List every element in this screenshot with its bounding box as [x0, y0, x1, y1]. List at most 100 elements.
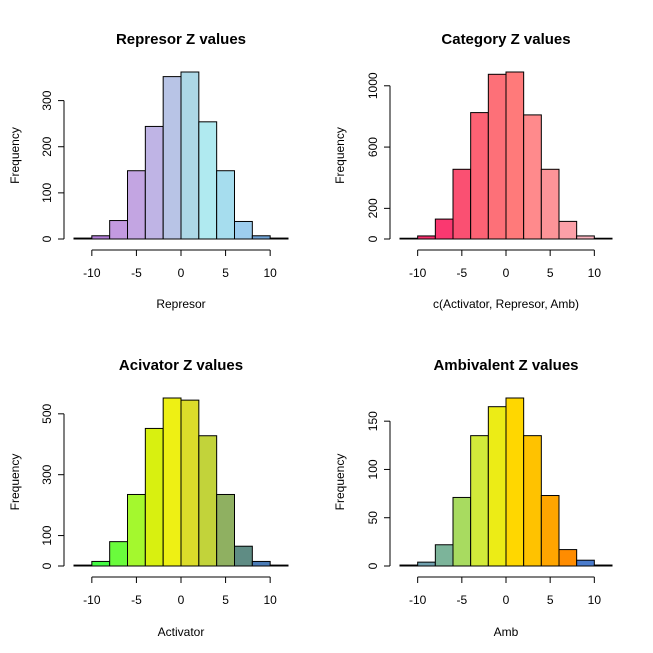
histogram-bar: [523, 114, 542, 240]
x-tick-label: 0: [503, 266, 510, 280]
histogram-bar: [73, 564, 93, 567]
x-tick-label: 5: [547, 266, 554, 280]
histogram-bar: [91, 235, 111, 240]
x-tick-label: -10: [83, 266, 101, 280]
histogram-bar: [593, 237, 613, 240]
histogram-bar: [198, 121, 218, 240]
x-tick-label: 10: [263, 593, 277, 607]
histogram-bar: [251, 560, 271, 567]
histogram-bar: [180, 71, 200, 240]
panel-category: Category Z values -10 -5 0 5 10 0 200 600 1000 c(A…: [333, 31, 613, 311]
histogram-bar: [198, 435, 218, 567]
x-tick-label: 5: [222, 593, 229, 607]
y-tick-label: 500: [40, 403, 54, 423]
y-axis-label: Frequency: [8, 454, 22, 511]
histogram-bar: [470, 112, 489, 240]
x-tick-label: -10: [83, 593, 101, 607]
histogram-bar: [593, 564, 613, 567]
panel-ambivalent: Ambivalent Z values-10 -5 0 5 10050100150Amb…: [333, 357, 613, 639]
histogram-bar: [487, 73, 507, 240]
histogram-bar: [162, 76, 182, 240]
x-tick-label: 5: [222, 266, 229, 280]
histogram-bar: [434, 544, 454, 567]
histogram-bar: [470, 435, 489, 567]
histogram-bar: [162, 397, 182, 567]
x-axis-label: Represor: [156, 297, 205, 311]
histogram-bar: [144, 427, 164, 567]
histogram-bar: [91, 560, 111, 567]
histogram-bar: [234, 220, 253, 240]
y-tick-label: 100: [40, 183, 54, 203]
histogram-bar: [127, 493, 146, 567]
histogram-bar: [417, 235, 436, 240]
histogram-bar: [540, 495, 560, 567]
histogram-bar: [576, 559, 595, 567]
y-tick-label: 1000: [366, 72, 380, 99]
y-tick-label: 0: [40, 235, 54, 242]
histogram-bar: [109, 541, 128, 567]
x-tick-label: -10: [409, 266, 427, 280]
x-tick-label: 10: [263, 266, 277, 280]
histogram-bar: [452, 168, 472, 240]
histogram-bar: [523, 435, 542, 567]
y-tick-label: 50: [366, 511, 380, 525]
x-axis-label: Activator: [158, 625, 205, 639]
x-tick-label: -5: [131, 593, 142, 607]
histogram-bar: [417, 561, 436, 567]
chart-title: Ambivalent Z values: [433, 357, 578, 374]
histogram-bar: [505, 71, 525, 240]
x-tick-label: -5: [131, 266, 142, 280]
histogram-bar: [269, 237, 289, 240]
x-axis-label: Amb: [494, 625, 519, 639]
x-axis-label: c(Activator, Represor, Amb): [433, 297, 579, 311]
x-tick-label: 0: [178, 593, 185, 607]
y-tick-label: 0: [366, 562, 380, 569]
y-tick-label: 0: [40, 562, 54, 569]
x-tick-label: -10: [409, 593, 427, 607]
panel-activator: Acivator Z values-10 -5 0 5 100100300500Acti…: [8, 357, 289, 639]
y-tick-label: 100: [40, 525, 54, 545]
histogram-bar: [109, 220, 128, 240]
x-tick-label: 0: [178, 266, 185, 280]
histogram-bar: [127, 170, 146, 240]
histogram-bar: [251, 235, 271, 240]
y-tick-label: 100: [366, 459, 380, 479]
histogram-bar: [73, 237, 93, 240]
histogram-bar: [487, 406, 507, 567]
histogram-bar: [269, 564, 289, 567]
histogram-bar: [558, 549, 578, 567]
chart-title: Acivator Z values: [119, 357, 243, 374]
chart-title: Category Z values: [441, 31, 570, 48]
x-tick-label: -5: [456, 593, 467, 607]
histogram-bar: [216, 170, 236, 240]
y-tick-label: 0: [366, 235, 380, 242]
histogram-bar: [180, 399, 200, 567]
histogram-bar: [558, 220, 578, 240]
x-tick-label: 5: [547, 593, 554, 607]
x-tick-label: 10: [588, 593, 602, 607]
histogram-bar: [216, 493, 236, 567]
y-tick-label: 200: [40, 136, 54, 156]
x-tick-label: 10: [588, 266, 602, 280]
y-tick-label: 200: [366, 198, 380, 218]
histogram-bar: [576, 235, 595, 240]
x-tick-label: -5: [456, 266, 467, 280]
y-axis-label: Frequency: [8, 127, 22, 184]
y-tick-label: 300: [40, 90, 54, 110]
x-tick-label: 0: [503, 593, 510, 607]
histogram-bar: [399, 564, 419, 567]
y-tick-label: 600: [366, 137, 380, 157]
histogram-bar: [234, 545, 253, 567]
chart-title: Represor Z values: [116, 31, 246, 48]
histogram-bar: [540, 168, 560, 240]
y-axis-label: Frequency: [333, 454, 347, 511]
histogram-bar: [399, 237, 419, 240]
histogram-bar: [505, 397, 525, 567]
histogram-bar: [144, 125, 164, 240]
y-tick-label: 300: [40, 464, 54, 484]
y-tick-label: 150: [366, 411, 380, 431]
panel-represor: Represor Z values-10 -5 0 5 100100200300Repr…: [8, 31, 289, 311]
histogram-bar: [452, 496, 472, 567]
y-axis-label: Frequency: [333, 127, 347, 184]
